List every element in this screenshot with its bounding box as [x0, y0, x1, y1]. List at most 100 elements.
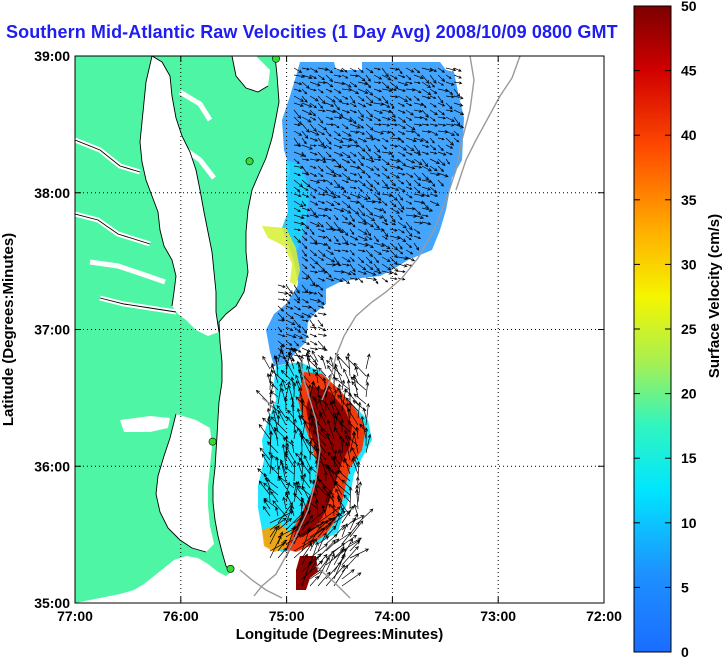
velocity-arrow	[381, 221, 389, 226]
velocity-arrow	[309, 221, 321, 227]
velocity-arrow	[365, 256, 373, 264]
velocity-arrow	[325, 200, 335, 207]
velocity-arrow	[285, 319, 296, 326]
velocity-arrow	[405, 67, 415, 73]
velocity-arrow	[397, 179, 405, 185]
velocity-arrow	[284, 452, 295, 468]
velocity-arrow	[349, 515, 365, 524]
velocity-arrow	[301, 130, 309, 139]
velocity-arrow	[381, 263, 392, 271]
velocity-arrow	[301, 256, 309, 262]
velocity-arrow	[365, 165, 375, 171]
velocity-arrow	[269, 517, 287, 531]
velocity-arrow	[357, 277, 364, 283]
velocity-arrow	[389, 123, 398, 127]
velocity-arrow	[301, 326, 308, 334]
velocity-arrow	[373, 102, 385, 106]
velocity-arrow	[277, 305, 285, 312]
velocity-arrow	[389, 277, 398, 281]
velocity-arrow	[301, 193, 310, 198]
velocity-arrow	[263, 498, 279, 510]
velocity-arrow	[357, 144, 366, 152]
velocity-arrow	[295, 374, 303, 391]
velocity-arrow	[333, 263, 342, 267]
colorbar	[633, 5, 672, 653]
velocity-arrow	[337, 494, 343, 510]
velocity-arrow	[285, 312, 294, 320]
velocity-arrow	[301, 472, 307, 489]
velocity-arrow	[389, 116, 397, 122]
velocity-arrow	[301, 228, 308, 235]
velocity-arrow	[317, 193, 326, 197]
velocity-arrow	[301, 553, 308, 566]
velocity-arrow	[327, 364, 335, 377]
velocity-arrow	[381, 95, 389, 105]
velocity-arrow	[405, 186, 413, 190]
velocity-arrow	[397, 221, 407, 229]
velocity-arrow	[310, 437, 319, 447]
velocity-arrow	[266, 441, 279, 454]
velocity-arrow	[309, 333, 318, 338]
velocity-arrow	[276, 414, 281, 426]
velocity-arrow	[405, 228, 413, 238]
velocity-arrow	[341, 379, 346, 391]
velocity-arrow	[349, 137, 358, 144]
velocity-arrow	[365, 221, 374, 228]
velocity-arrow	[262, 355, 271, 370]
velocity-arrow	[340, 418, 344, 433]
velocity-arrow	[389, 249, 398, 259]
velocity-arrow	[413, 158, 423, 166]
velocity-arrow	[317, 532, 327, 552]
velocity-arrow	[365, 95, 374, 104]
velocity-arrow	[365, 123, 374, 131]
velocity-arrow	[349, 263, 356, 273]
velocity-arrow	[437, 95, 444, 104]
velocity-arrow	[349, 130, 360, 134]
velocity-arrow	[293, 347, 302, 353]
velocity-arrow	[429, 193, 439, 197]
velocity-arrow	[293, 221, 305, 226]
velocity-arrow	[266, 407, 271, 419]
velocity-arrow	[381, 144, 388, 150]
velocity-arrow	[326, 359, 343, 377]
velocity-arrow	[309, 144, 317, 147]
velocity-arrow	[341, 123, 349, 130]
velocity-arrow	[309, 509, 327, 524]
velocity-arrow	[453, 88, 461, 98]
velocity-arrow	[336, 356, 343, 370]
velocity-arrow	[437, 151, 447, 156]
velocity-arrow	[445, 116, 455, 122]
velocity-arrow	[421, 81, 432, 89]
velocity-arrow	[317, 249, 326, 258]
velocity-arrow	[397, 144, 407, 151]
velocity-arrow	[308, 440, 313, 461]
velocity-arrow	[325, 538, 340, 552]
velocity-arrow	[334, 377, 351, 391]
velocity-arrow	[349, 249, 355, 256]
velocity-patch-mid	[266, 280, 326, 366]
velocity-arrow	[301, 172, 310, 176]
velocity-arrow	[277, 409, 287, 426]
velocity-arrow	[285, 305, 294, 310]
velocity-arrow	[309, 88, 317, 92]
velocity-arrow	[317, 109, 326, 113]
velocity-arrow	[381, 165, 388, 172]
velocity-arrow	[413, 242, 420, 251]
velocity-arrow	[397, 151, 406, 157]
velocity-arrow	[389, 221, 397, 226]
velocity-arrow	[397, 235, 407, 243]
velocity-arrow	[333, 546, 345, 566]
velocity-arrow	[453, 74, 462, 79]
velocity-arrow	[357, 116, 364, 121]
velocity-arrow	[325, 221, 334, 230]
velocity-arrow	[365, 130, 374, 139]
velocity-arrow	[421, 137, 429, 144]
velocity-arrow	[325, 186, 335, 195]
velocity-arrow	[297, 461, 303, 475]
velocity-arrow	[421, 193, 431, 198]
velocity-arrow	[317, 291, 323, 298]
velocity-arrow	[317, 228, 326, 233]
velocity-arrow	[325, 533, 338, 545]
velocity-arrow	[397, 67, 403, 75]
velocity-arrow	[365, 88, 374, 96]
